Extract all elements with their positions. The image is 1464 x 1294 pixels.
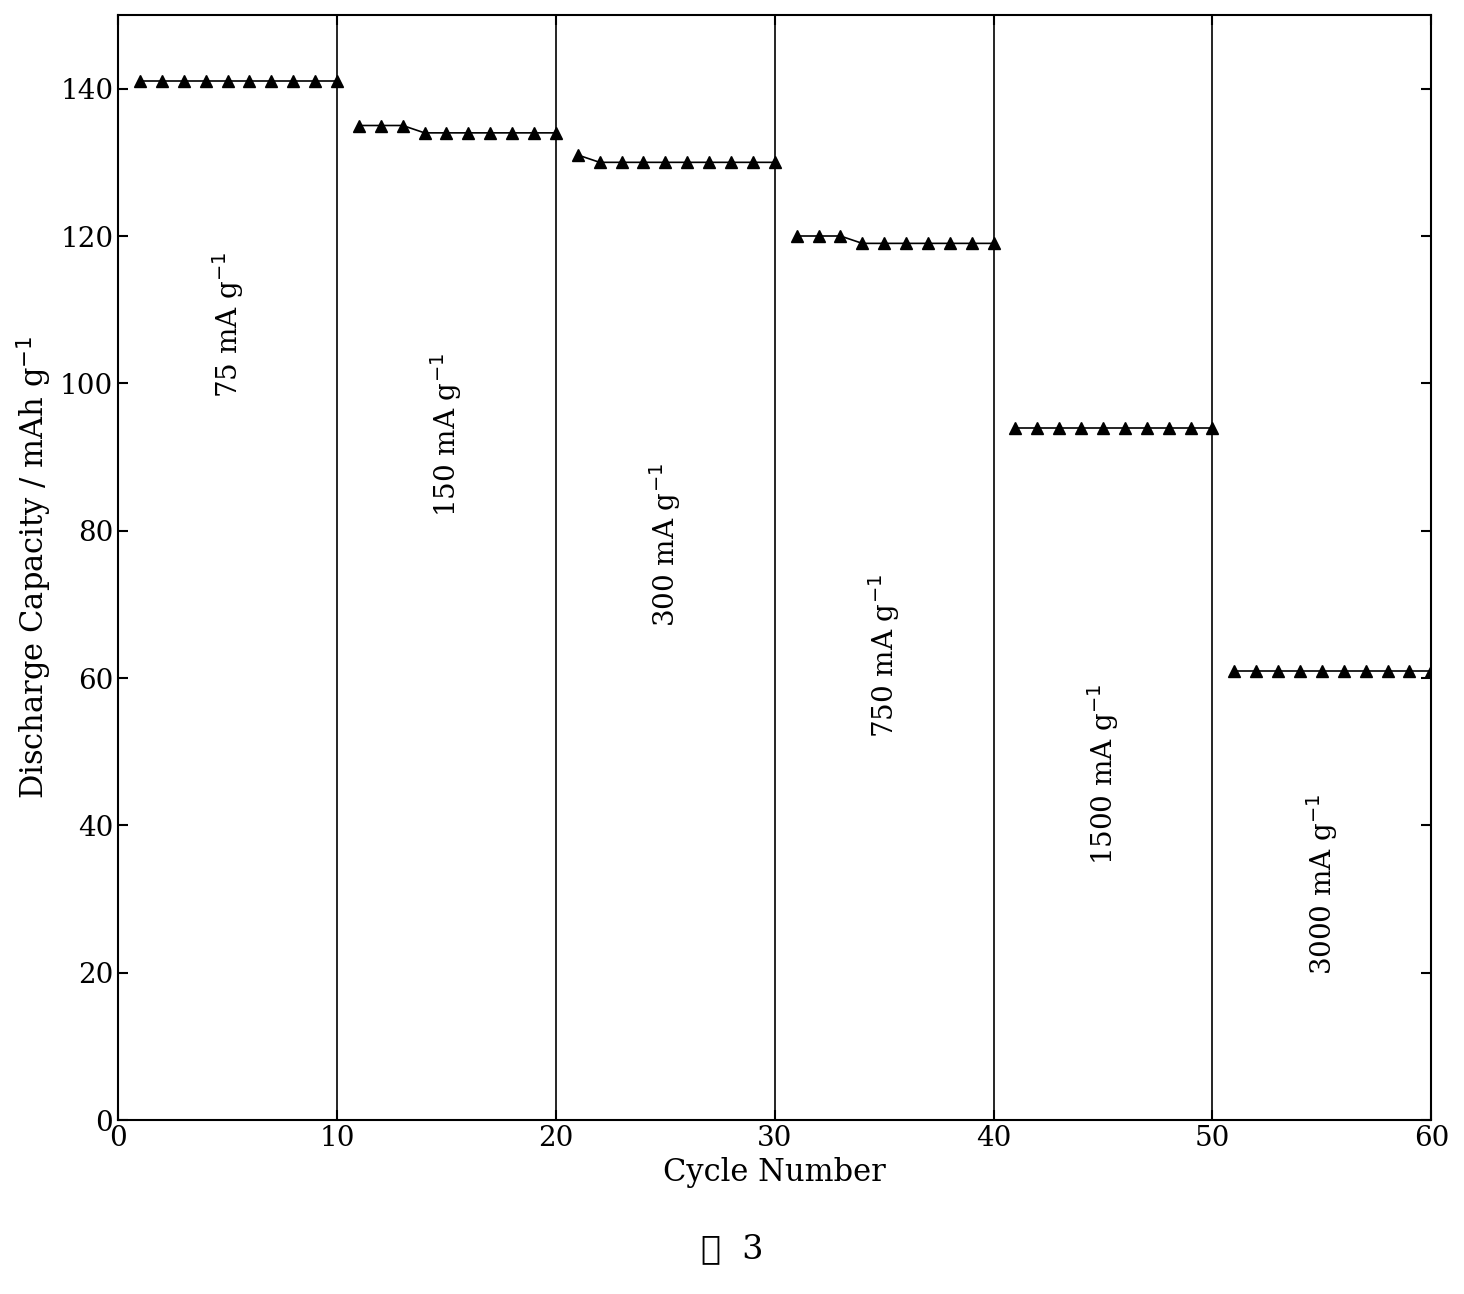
- Text: 300 mA g$^{-1}$: 300 mA g$^{-1}$: [647, 463, 684, 628]
- Text: 75 mA g$^{-1}$: 75 mA g$^{-1}$: [209, 251, 246, 397]
- X-axis label: Cycle Number: Cycle Number: [663, 1157, 886, 1188]
- Y-axis label: Discharge Capacity / mAh g$^{-1}$: Discharge Capacity / mAh g$^{-1}$: [15, 335, 54, 800]
- Text: 1500 mA g$^{-1}$: 1500 mA g$^{-1}$: [1085, 683, 1121, 864]
- Text: 图  3: 图 3: [701, 1233, 763, 1264]
- Text: 750 mA g$^{-1}$: 750 mA g$^{-1}$: [867, 575, 902, 738]
- Text: 3000 mA g$^{-1}$: 3000 mA g$^{-1}$: [1304, 793, 1340, 976]
- Text: 150 mA g$^{-1}$: 150 mA g$^{-1}$: [429, 353, 464, 516]
